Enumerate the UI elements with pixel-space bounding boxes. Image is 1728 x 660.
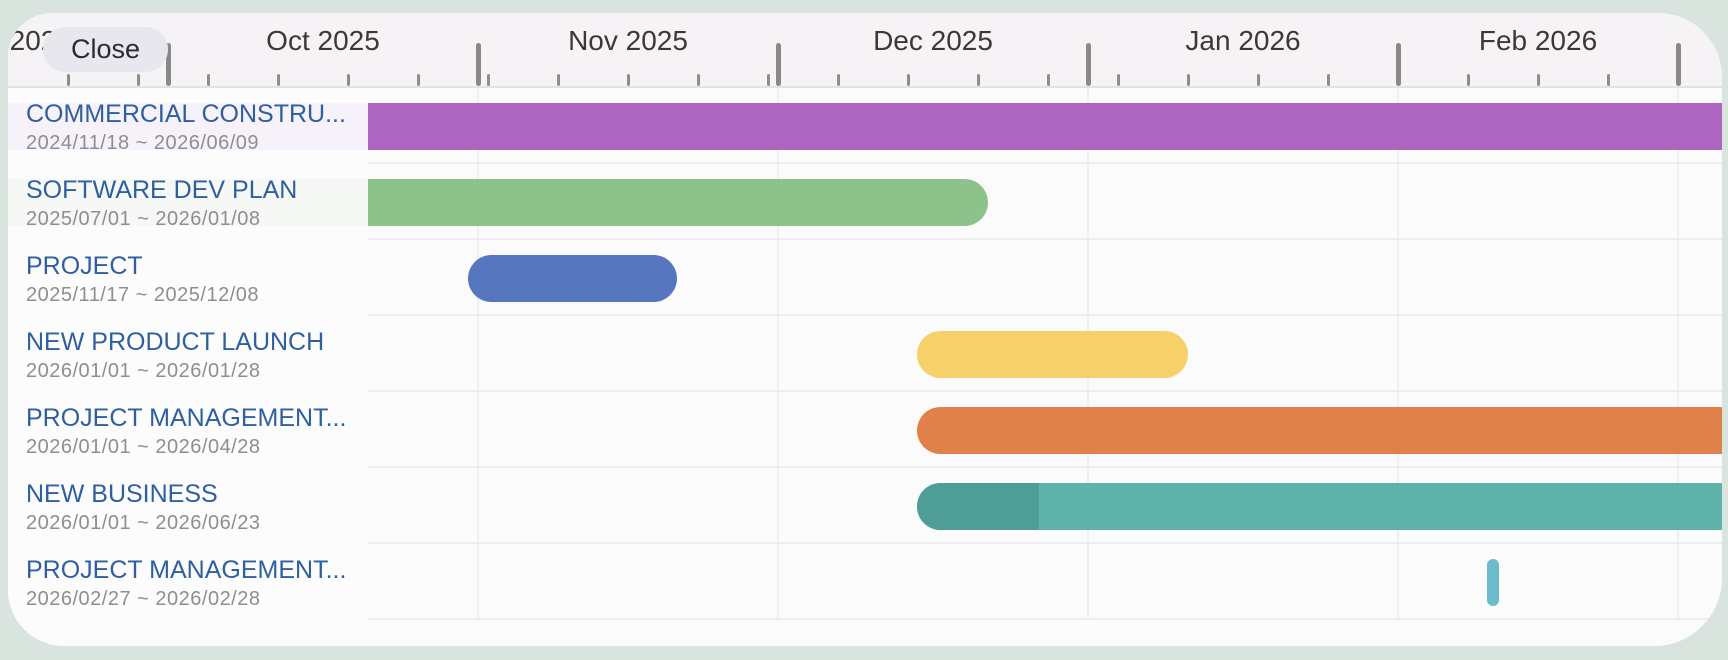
week-tick — [1326, 74, 1330, 86]
month-boundary-tick — [165, 43, 171, 86]
task-date-range: 2026/01/01 ~ 2026/06/23 — [26, 512, 261, 534]
week-tick — [486, 74, 490, 86]
week-tick — [556, 74, 560, 86]
month-gridline — [1677, 88, 1679, 620]
task-title: PROJECT — [26, 252, 143, 280]
task-row — [8, 544, 1722, 620]
task-title: NEW BUSINESS — [26, 480, 218, 508]
task-label-cell: PROJECT 2025/11/17 ~ 2025/12/08 — [26, 240, 368, 316]
task-row — [8, 240, 1722, 316]
gantt-bar[interactable] — [1487, 559, 1499, 606]
month-label: Oct 2025 — [266, 25, 380, 56]
week-tick — [276, 74, 280, 86]
task-title: PROJECT MANAGEMENT... — [26, 556, 347, 584]
close-button[interactable]: Close — [43, 27, 169, 72]
week-tick — [1536, 74, 1540, 86]
week-tick — [1186, 74, 1190, 86]
week-tick — [626, 74, 630, 86]
task-date-range: 2026/01/01 ~ 2026/01/28 — [26, 360, 261, 382]
task-date-range: 2025/11/17 ~ 2025/12/08 — [26, 284, 260, 306]
week-tick — [906, 74, 910, 86]
week-tick — [1466, 74, 1470, 86]
task-rows — [8, 88, 1722, 620]
task-title: PROJECT MANAGEMENT... — [26, 404, 347, 432]
week-tick — [766, 74, 770, 86]
month-label: Feb 2026 — [1478, 25, 1598, 56]
week-tick — [346, 74, 350, 86]
month-label: Jan 2026 — [1185, 25, 1301, 56]
week-tick — [1046, 74, 1050, 86]
task-label-cell: SOFTWARE DEV PLAN 2025/07/01 ~ 2026/01/08 — [26, 164, 368, 240]
month-boundary-tick — [1085, 43, 1091, 86]
month-label: Dec 2025 — [873, 25, 993, 56]
month-boundary-tick — [475, 43, 481, 86]
task-date-range: 2026/01/01 ~ 2026/04/28 — [26, 436, 261, 458]
task-label-cell: PROJECT MANAGEMENT... 2026/02/27 ~ 2026/0… — [26, 544, 368, 620]
week-tick — [1116, 74, 1120, 86]
task-row — [8, 316, 1722, 392]
task-date-range: 2026/02/27 ~ 2026/02/28 — [26, 588, 261, 610]
gantt-bar[interactable] — [917, 331, 1188, 378]
task-title: SOFTWARE DEV PLAN — [26, 176, 298, 204]
gantt-bar[interactable] — [917, 407, 1722, 454]
task-row — [8, 468, 1722, 544]
gantt-bar-progress — [917, 483, 1039, 530]
week-tick — [416, 74, 420, 86]
month-boundary-tick — [775, 43, 781, 86]
week-tick — [66, 74, 70, 86]
month-boundary-tick — [1395, 43, 1401, 86]
task-date-range: 2024/11/18 ~ 2026/06/09 — [26, 132, 260, 154]
gantt-panel: COMMERCIAL CONSTRU... 2024/11/18 ~ 2026/0… — [8, 13, 1722, 646]
task-label-cell: PROJECT MANAGEMENT... 2026/01/01 ~ 2026/0… — [26, 392, 368, 468]
week-tick — [696, 74, 700, 86]
gantt-bar[interactable] — [917, 483, 1722, 530]
week-tick — [136, 74, 140, 86]
gantt-bar[interactable] — [468, 255, 677, 302]
task-label-column-overlay — [8, 88, 368, 620]
task-label-cell: NEW BUSINESS 2026/01/01 ~ 2026/06/23 — [26, 468, 368, 544]
task-date-range: 2025/07/01 ~ 2026/01/08 — [26, 208, 261, 230]
gantt-chart-area: COMMERCIAL CONSTRU... 2024/11/18 ~ 2026/0… — [8, 88, 1722, 646]
week-tick — [976, 74, 980, 86]
task-title: COMMERCIAL CONSTRU... — [26, 100, 346, 128]
task-label-cell: COMMERCIAL CONSTRU... 2024/11/18 ~ 2026/0… — [26, 88, 368, 164]
month-boundary-tick — [1675, 43, 1681, 86]
month-label: Nov 2025 — [568, 25, 688, 56]
month-gridline — [1397, 88, 1399, 620]
task-label-cell: NEW PRODUCT LAUNCH 2026/01/01 ~ 2026/01/2… — [26, 316, 368, 392]
week-tick — [836, 74, 840, 86]
task-title: NEW PRODUCT LAUNCH — [26, 328, 325, 356]
week-tick — [1256, 74, 1260, 86]
month-gridline — [477, 88, 479, 620]
month-gridline — [777, 88, 779, 620]
week-tick — [1606, 74, 1610, 86]
task-row — [8, 392, 1722, 468]
week-tick — [206, 74, 210, 86]
